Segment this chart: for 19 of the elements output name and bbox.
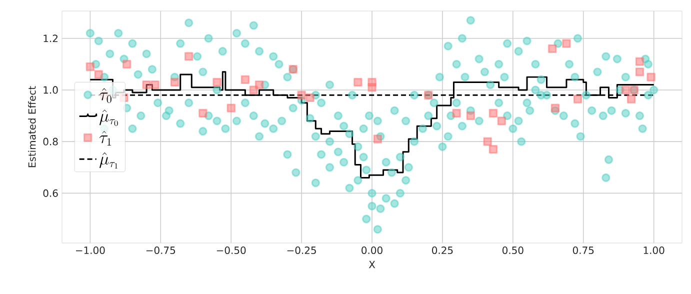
x-tick-label: 0.75 bbox=[572, 246, 594, 254]
legend-label: $\hat{\tau}_1$ bbox=[100, 130, 111, 146]
y-tick-label: 0.6 bbox=[43, 189, 58, 197]
x-tick-label: −0.25 bbox=[287, 246, 316, 254]
x-tick-label: 0.50 bbox=[502, 246, 524, 254]
x-tick-label: 0.25 bbox=[432, 246, 453, 254]
y-tick-label: 1.2 bbox=[44, 34, 58, 42]
x-axis-title: X bbox=[368, 260, 376, 268]
series-label: $\hat{\tau}_0$ bbox=[100, 88, 112, 103]
x-tick-label: −0.75 bbox=[146, 246, 176, 254]
legend-label: $\hat{\mu}_{\tau_0}$ bbox=[100, 110, 118, 126]
y-axis-title: Estimated Effect bbox=[28, 86, 36, 168]
x-tick-label: 1.00 bbox=[644, 246, 664, 254]
y-tick-label: 1.0 bbox=[44, 86, 58, 94]
legend-label: $\hat{\mu}_{\tau_1}$ bbox=[100, 152, 118, 169]
x-tick-label: 0.00 bbox=[362, 246, 382, 254]
y-tick-label: 0.8 bbox=[43, 138, 58, 146]
x-tick-label: −0.50 bbox=[216, 246, 246, 254]
x-tick-label: −1.00 bbox=[76, 246, 105, 254]
